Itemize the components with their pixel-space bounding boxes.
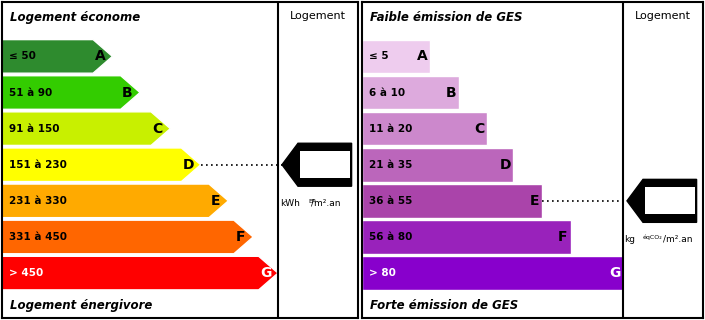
Polygon shape bbox=[2, 184, 228, 218]
Text: Forte émission de GES: Forte émission de GES bbox=[370, 299, 518, 312]
Text: E: E bbox=[529, 194, 539, 208]
Bar bbox=[362, 76, 458, 109]
Text: éqCO₂: éqCO₂ bbox=[643, 235, 663, 241]
Bar bbox=[300, 151, 350, 178]
Text: Logement: Logement bbox=[635, 12, 691, 21]
Bar bbox=[362, 148, 513, 181]
Polygon shape bbox=[627, 180, 697, 222]
Text: C: C bbox=[474, 122, 484, 136]
Polygon shape bbox=[2, 76, 140, 109]
Text: Logement: Logement bbox=[290, 12, 346, 21]
Text: 91 à 150: 91 à 150 bbox=[9, 124, 59, 134]
Bar bbox=[362, 40, 430, 73]
Polygon shape bbox=[2, 148, 201, 181]
Bar bbox=[645, 187, 694, 214]
Text: kWh: kWh bbox=[281, 199, 300, 208]
Text: 51 à 90: 51 à 90 bbox=[9, 87, 52, 98]
Text: ≤ 50: ≤ 50 bbox=[9, 52, 36, 61]
Text: /m².an: /m².an bbox=[311, 199, 341, 208]
Text: E: E bbox=[211, 194, 221, 208]
Text: Logement énergivore: Logement énergivore bbox=[11, 299, 153, 312]
Text: Faible émission de GES: Faible émission de GES bbox=[370, 12, 522, 25]
Bar bbox=[362, 256, 623, 290]
Text: D: D bbox=[500, 158, 511, 172]
Bar bbox=[362, 220, 571, 254]
Text: B: B bbox=[122, 85, 133, 100]
Polygon shape bbox=[2, 40, 112, 73]
Text: > 80: > 80 bbox=[369, 268, 396, 278]
Text: > 450: > 450 bbox=[9, 268, 43, 278]
Text: 6 à 10: 6 à 10 bbox=[369, 87, 405, 98]
Polygon shape bbox=[2, 220, 253, 254]
Text: A: A bbox=[94, 49, 105, 63]
Text: F: F bbox=[236, 230, 245, 244]
Text: EP: EP bbox=[308, 199, 316, 204]
Text: G: G bbox=[610, 266, 621, 280]
Text: /m².an: /m².an bbox=[663, 235, 692, 244]
Text: 21 à 35: 21 à 35 bbox=[369, 160, 412, 170]
Text: D: D bbox=[183, 158, 194, 172]
Text: 11 à 20: 11 à 20 bbox=[369, 124, 412, 134]
Text: A: A bbox=[417, 49, 427, 63]
Polygon shape bbox=[282, 143, 352, 186]
Text: 36 à 55: 36 à 55 bbox=[369, 196, 412, 206]
Text: C: C bbox=[153, 122, 163, 136]
Text: 56 à 80: 56 à 80 bbox=[369, 232, 412, 242]
Text: ≤ 5: ≤ 5 bbox=[369, 52, 388, 61]
Text: 331 à 450: 331 à 450 bbox=[9, 232, 67, 242]
Text: kg: kg bbox=[625, 235, 636, 244]
Bar bbox=[362, 184, 542, 218]
Text: Logement économe: Logement économe bbox=[11, 12, 140, 25]
Bar bbox=[362, 112, 487, 145]
Text: G: G bbox=[259, 266, 271, 280]
Text: B: B bbox=[446, 85, 456, 100]
Text: 151 à 230: 151 à 230 bbox=[9, 160, 67, 170]
Polygon shape bbox=[2, 256, 278, 290]
Text: F: F bbox=[558, 230, 568, 244]
Polygon shape bbox=[2, 112, 171, 145]
Text: 231 à 330: 231 à 330 bbox=[9, 196, 67, 206]
